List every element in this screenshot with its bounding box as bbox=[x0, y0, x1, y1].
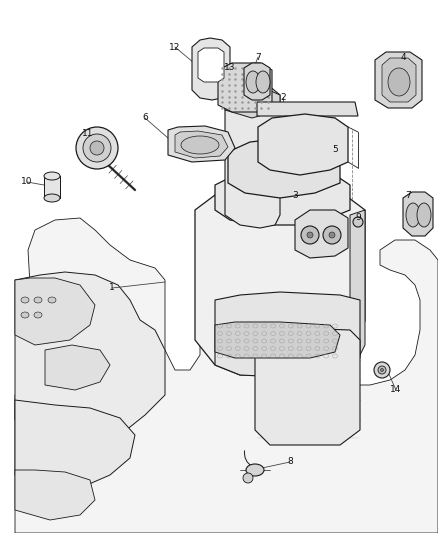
Ellipse shape bbox=[76, 127, 118, 169]
Ellipse shape bbox=[34, 297, 42, 303]
Ellipse shape bbox=[44, 172, 60, 180]
Polygon shape bbox=[15, 218, 438, 533]
Polygon shape bbox=[382, 58, 416, 102]
Polygon shape bbox=[215, 168, 350, 225]
Ellipse shape bbox=[90, 141, 104, 155]
Text: 7: 7 bbox=[405, 190, 411, 199]
Polygon shape bbox=[258, 114, 348, 175]
Ellipse shape bbox=[256, 71, 270, 93]
Polygon shape bbox=[225, 85, 280, 228]
Ellipse shape bbox=[21, 312, 29, 318]
Ellipse shape bbox=[243, 473, 253, 483]
Ellipse shape bbox=[388, 68, 410, 96]
Polygon shape bbox=[295, 210, 348, 258]
Polygon shape bbox=[175, 131, 228, 158]
Ellipse shape bbox=[301, 226, 319, 244]
Ellipse shape bbox=[48, 297, 56, 303]
Text: 1: 1 bbox=[109, 284, 115, 293]
Text: 3: 3 bbox=[292, 190, 298, 199]
Bar bbox=[44, 176, 60, 198]
Polygon shape bbox=[45, 345, 110, 390]
Text: 11: 11 bbox=[82, 128, 94, 138]
Polygon shape bbox=[15, 278, 95, 345]
Polygon shape bbox=[168, 126, 235, 162]
Polygon shape bbox=[335, 210, 365, 375]
Text: 4: 4 bbox=[400, 52, 406, 61]
Polygon shape bbox=[198, 48, 224, 82]
Polygon shape bbox=[225, 87, 280, 118]
Ellipse shape bbox=[83, 134, 111, 162]
Ellipse shape bbox=[381, 368, 384, 372]
Ellipse shape bbox=[417, 203, 431, 227]
Polygon shape bbox=[244, 63, 270, 100]
Text: 10: 10 bbox=[21, 177, 33, 187]
Ellipse shape bbox=[21, 297, 29, 303]
Ellipse shape bbox=[406, 203, 420, 227]
Polygon shape bbox=[218, 63, 272, 112]
Polygon shape bbox=[215, 322, 340, 358]
Text: 14: 14 bbox=[390, 385, 402, 394]
Polygon shape bbox=[15, 470, 95, 520]
Polygon shape bbox=[228, 138, 340, 198]
Polygon shape bbox=[15, 400, 135, 490]
Polygon shape bbox=[255, 328, 360, 445]
Text: 13: 13 bbox=[224, 63, 236, 72]
Ellipse shape bbox=[329, 232, 335, 238]
Text: 8: 8 bbox=[287, 457, 293, 466]
Ellipse shape bbox=[246, 71, 260, 93]
Ellipse shape bbox=[246, 464, 264, 476]
Polygon shape bbox=[375, 52, 422, 108]
Text: 7: 7 bbox=[255, 52, 261, 61]
Text: 9: 9 bbox=[355, 214, 361, 222]
Ellipse shape bbox=[353, 217, 363, 227]
Polygon shape bbox=[403, 192, 433, 236]
Polygon shape bbox=[215, 292, 360, 378]
Ellipse shape bbox=[378, 366, 386, 374]
Ellipse shape bbox=[307, 232, 313, 238]
Ellipse shape bbox=[181, 136, 219, 154]
Polygon shape bbox=[192, 38, 230, 100]
Text: 12: 12 bbox=[170, 43, 181, 52]
Ellipse shape bbox=[374, 362, 390, 378]
Ellipse shape bbox=[323, 226, 341, 244]
Text: 2: 2 bbox=[280, 93, 286, 101]
Polygon shape bbox=[15, 272, 165, 455]
Ellipse shape bbox=[44, 194, 60, 202]
Polygon shape bbox=[195, 185, 365, 375]
Text: 6: 6 bbox=[142, 114, 148, 123]
Polygon shape bbox=[257, 102, 358, 116]
Text: 2: 2 bbox=[66, 365, 70, 371]
Ellipse shape bbox=[34, 312, 42, 318]
Text: 5: 5 bbox=[332, 146, 338, 155]
